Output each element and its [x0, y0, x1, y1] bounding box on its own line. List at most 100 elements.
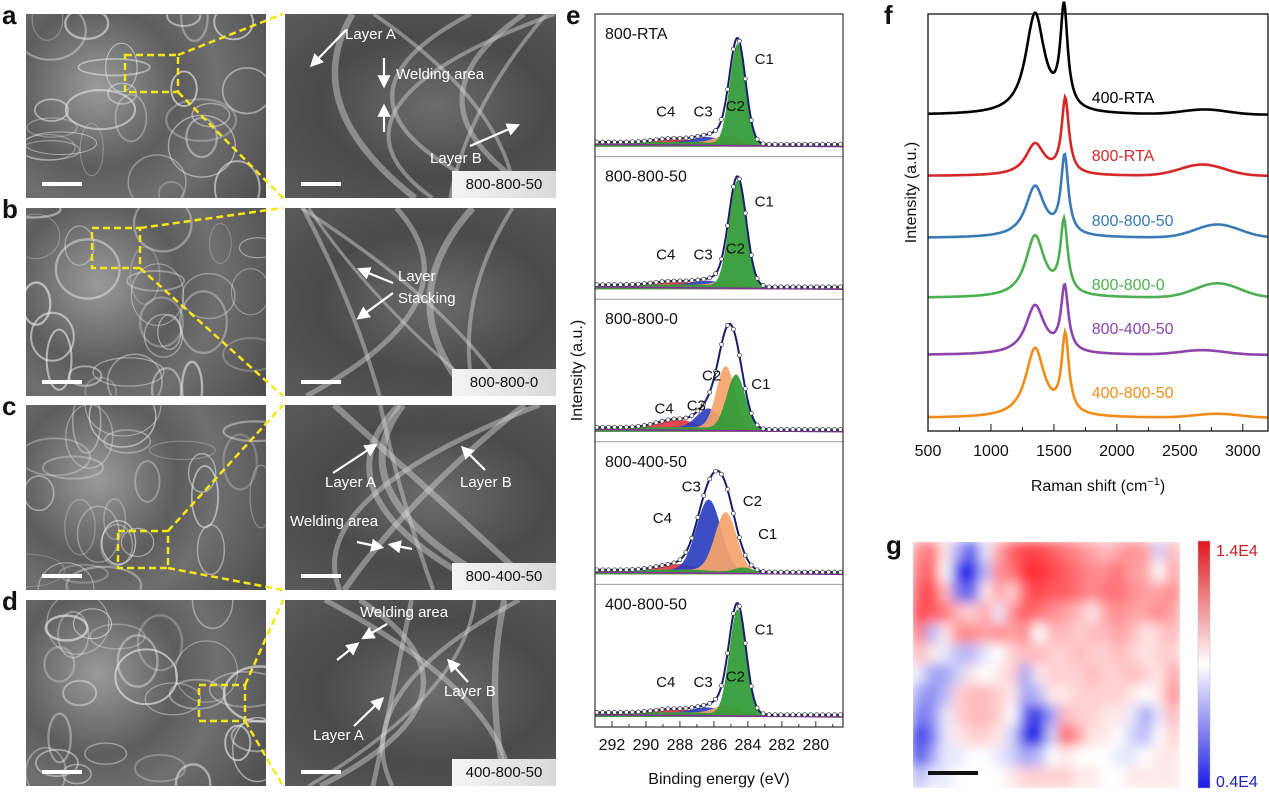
- data-point: [618, 139, 623, 145]
- heatmap-cell: [1112, 766, 1128, 788]
- x-tick-label: 1500: [1036, 443, 1072, 460]
- raman-spectra-chart: 400-RTA 800-RTA 800-800-50 800-800-0 800-400…: [903, 1, 1269, 495]
- sample-label: 400-800-50: [452, 759, 556, 786]
- heatmap-cell: [1045, 684, 1061, 707]
- data-point: [737, 38, 742, 44]
- heatmap-cell: [938, 582, 955, 605]
- data-point: [778, 427, 784, 432]
- heatmap-cell: [1045, 664, 1061, 687]
- sem-image-overview-a: [26, 14, 266, 198]
- heatmap-cell: [1152, 542, 1168, 564]
- data-point: [754, 567, 760, 573]
- series-label: 400-RTA: [1092, 90, 1155, 107]
- panel-label-e: e: [566, 0, 581, 30]
- data-point: [820, 284, 825, 290]
- data-point: [731, 611, 736, 616]
- heatmap-cell: [1125, 766, 1141, 788]
- heatmap-cell: [1072, 542, 1088, 564]
- data-point: [701, 132, 707, 138]
- data-point: [600, 282, 605, 287]
- data-point: [808, 427, 814, 432]
- component-peak-c2: [595, 366, 843, 432]
- heatmap-cell: [1125, 542, 1141, 564]
- data-point: [683, 549, 689, 555]
- x-tick-label: 500: [915, 443, 942, 460]
- heatmap-cell: [1138, 664, 1155, 687]
- heatmap-cell: [1018, 766, 1035, 788]
- data-point: [630, 709, 635, 715]
- heatmap-cell: [913, 664, 928, 687]
- data-point: [760, 426, 766, 432]
- heatmap-cell: [1098, 725, 1115, 748]
- data-point: [701, 493, 707, 499]
- data-point: [635, 139, 641, 144]
- annotation-label: Layer: [398, 268, 436, 285]
- sem-flake: [132, 208, 193, 253]
- panel-label-a: a: [2, 0, 17, 30]
- heatmap-cell: [1152, 582, 1168, 605]
- sem-flake: [65, 565, 143, 590]
- sem-flake: [114, 648, 178, 706]
- heatmap-cell: [1085, 643, 1101, 666]
- raman-series-line: [928, 213, 1268, 299]
- heatmap-cell: [1032, 705, 1048, 728]
- data-point: [814, 141, 820, 147]
- data-point: [707, 476, 713, 482]
- colorbar-min-label: 0.4E4: [1216, 774, 1258, 791]
- raman-series-line: [927, 152, 1268, 239]
- heatmap-cell: [1058, 664, 1075, 687]
- data-point: [748, 410, 754, 416]
- sem-flake: [26, 14, 87, 61]
- heatmap-cell: [1098, 561, 1115, 584]
- data-point: [820, 427, 825, 432]
- data-point: [695, 704, 701, 709]
- heatmap-cell: [1138, 684, 1155, 707]
- data-point: [635, 423, 641, 429]
- heatmap-cell: [925, 623, 941, 646]
- data-point: [606, 710, 611, 715]
- heatmap-cell: [1018, 705, 1035, 728]
- sem-flake: [222, 337, 266, 372]
- data-point: [600, 710, 605, 715]
- heatmap-cell: [1045, 705, 1061, 728]
- heatmap-cell: [1085, 561, 1101, 584]
- data-point: [719, 683, 724, 689]
- heatmap-cell: [1032, 766, 1048, 788]
- data-point: [737, 176, 742, 182]
- heatmap-cell: [1112, 623, 1128, 646]
- heatmap-cell: [913, 746, 928, 769]
- data-point: [725, 487, 730, 492]
- annotation-label: Layer A: [313, 727, 364, 744]
- heatmap-cell: [1165, 643, 1180, 666]
- data-point: [683, 135, 689, 141]
- heatmap-cell: [1018, 582, 1035, 605]
- sem-flake: [44, 614, 89, 642]
- heatmap-cell: [1032, 561, 1048, 584]
- heatmap-cell: [965, 643, 981, 666]
- envelope-fit-line: [595, 175, 843, 288]
- data-point: [677, 706, 683, 711]
- component-label-c4: C4: [656, 246, 675, 263]
- data-point: [635, 566, 641, 572]
- heatmap-cell: [1005, 561, 1021, 584]
- x-tick-label: 2500: [1162, 443, 1198, 460]
- data-point: [630, 139, 635, 145]
- plot-frame: [594, 13, 844, 728]
- data-point: [689, 134, 695, 140]
- heatmap-cell: [1032, 623, 1048, 646]
- sem-flake: [77, 58, 151, 77]
- heatmap-cell: [1112, 643, 1128, 666]
- sem-flake: [126, 270, 186, 292]
- component-peak-c1: [595, 180, 843, 290]
- sem-flake: [196, 524, 226, 576]
- data-point: [695, 277, 701, 283]
- data-point: [612, 710, 617, 715]
- heatmap-cell: [1152, 746, 1168, 769]
- heatmap-cell: [1112, 561, 1128, 584]
- sem-flake: [71, 405, 102, 454]
- sem-flake: [61, 763, 92, 785]
- heatmap-cell: [978, 746, 995, 769]
- data-point: [790, 141, 796, 147]
- heatmap-cell: [992, 766, 1008, 788]
- heatmap-cell: [952, 623, 968, 646]
